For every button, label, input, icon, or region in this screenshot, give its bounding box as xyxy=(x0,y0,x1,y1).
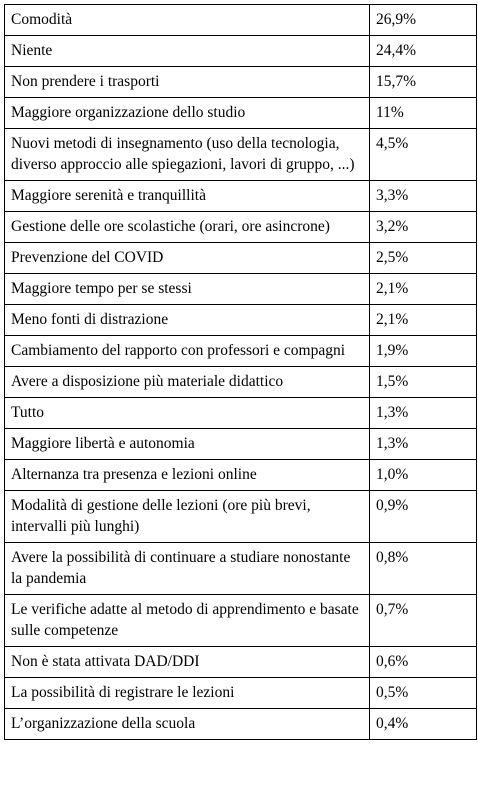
row-label: Meno fonti di distrazione xyxy=(4,304,370,336)
row-label: Nuovi metodi di insegnamento (uso della … xyxy=(4,128,370,181)
survey-table: Comodità 26,9% Niente 24,4% Non prendere i… xyxy=(4,4,477,740)
survey-table-body: Comodità 26,9% Niente 24,4% Non prendere i… xyxy=(4,4,477,740)
row-label: Maggiore tempo per se stessi xyxy=(4,273,370,305)
table-row: L’organizzazione della scuola 0,4% xyxy=(4,708,477,740)
row-percentage: 1,3% xyxy=(369,397,477,429)
row-label: Avere a disposizione più materiale didat… xyxy=(4,366,370,398)
row-label: Non prendere i trasporti xyxy=(4,66,370,98)
table-row: Gestione delle ore scolastiche (orari, o… xyxy=(4,211,477,243)
row-percentage: 1,0% xyxy=(369,459,477,491)
row-percentage: 2,5% xyxy=(369,242,477,274)
row-label: Cambiamento del rapporto con professori … xyxy=(4,335,370,367)
table-row: Cambiamento del rapporto con professori … xyxy=(4,335,477,367)
row-percentage: 0,7% xyxy=(369,594,477,647)
row-label: Niente xyxy=(4,35,370,67)
table-row: Prevenzione del COVID 2,5% xyxy=(4,242,477,274)
row-percentage: 2,1% xyxy=(369,304,477,336)
survey-table-container: Comodità 26,9% Niente 24,4% Non prendere i… xyxy=(4,4,477,740)
row-label: Non è stata attivata DAD/DDI xyxy=(4,646,370,678)
row-percentage: 15,7% xyxy=(369,66,477,98)
row-label: La possibilità di registrare le lezioni xyxy=(4,677,370,709)
row-label: Modalità di gestione delle lezioni (ore … xyxy=(4,490,370,543)
row-percentage: 1,3% xyxy=(369,428,477,460)
table-row: Avere la possibilità di continuare a stu… xyxy=(4,542,477,595)
row-percentage: 0,5% xyxy=(369,677,477,709)
table-row: Maggiore tempo per se stessi 2,1% xyxy=(4,273,477,305)
row-label: Alternanza tra presenza e lezioni online xyxy=(4,459,370,491)
row-label: Prevenzione del COVID xyxy=(4,242,370,274)
row-label: Avere la possibilità di continuare a stu… xyxy=(4,542,370,595)
table-row: La possibilità di registrare le lezioni 0… xyxy=(4,677,477,709)
table-row: Avere a disposizione più materiale didat… xyxy=(4,366,477,398)
row-percentage: 11% xyxy=(369,97,477,129)
row-label: Le verifiche adatte al metodo di apprend… xyxy=(4,594,370,647)
table-row: Maggiore serenità e tranquillità 3,3% xyxy=(4,180,477,212)
row-label: Tutto xyxy=(4,397,370,429)
table-row: Nuovi metodi di insegnamento (uso della … xyxy=(4,128,477,181)
table-row: Le verifiche adatte al metodo di apprend… xyxy=(4,594,477,647)
table-row: Comodità 26,9% xyxy=(4,4,477,36)
row-percentage: 1,5% xyxy=(369,366,477,398)
row-percentage: 0,6% xyxy=(369,646,477,678)
row-percentage: 1,9% xyxy=(369,335,477,367)
row-percentage: 0,4% xyxy=(369,708,477,740)
row-percentage: 0,9% xyxy=(369,490,477,543)
row-label: Maggiore serenità e tranquillità xyxy=(4,180,370,212)
row-percentage: 3,2% xyxy=(369,211,477,243)
row-percentage: 2,1% xyxy=(369,273,477,305)
table-row: Niente 24,4% xyxy=(4,35,477,67)
row-label: Maggiore libertà e autonomia xyxy=(4,428,370,460)
table-row: Alternanza tra presenza e lezioni online… xyxy=(4,459,477,491)
table-row: Meno fonti di distrazione 2,1% xyxy=(4,304,477,336)
table-row: Tutto 1,3% xyxy=(4,397,477,429)
row-percentage: 3,3% xyxy=(369,180,477,212)
row-label: L’organizzazione della scuola xyxy=(4,708,370,740)
row-percentage: 24,4% xyxy=(369,35,477,67)
row-percentage: 0,8% xyxy=(369,542,477,595)
row-percentage: 4,5% xyxy=(369,128,477,181)
row-percentage: 26,9% xyxy=(369,4,477,36)
table-row: Non prendere i trasporti 15,7% xyxy=(4,66,477,98)
table-row: Maggiore organizzazione dello studio 11% xyxy=(4,97,477,129)
table-row: Non è stata attivata DAD/DDI 0,6% xyxy=(4,646,477,678)
row-label: Comodità xyxy=(4,4,370,36)
row-label: Gestione delle ore scolastiche (orari, o… xyxy=(4,211,370,243)
row-label: Maggiore organizzazione dello studio xyxy=(4,97,370,129)
table-row: Maggiore libertà e autonomia 1,3% xyxy=(4,428,477,460)
table-row: Modalità di gestione delle lezioni (ore … xyxy=(4,490,477,543)
